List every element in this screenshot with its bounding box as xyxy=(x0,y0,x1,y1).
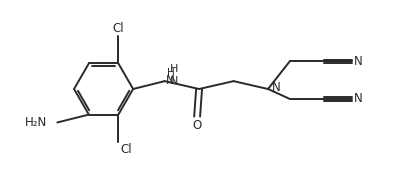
Text: H: H xyxy=(166,68,174,78)
Text: N: N xyxy=(353,92,362,105)
Text: H₂N: H₂N xyxy=(25,116,47,129)
Text: N: N xyxy=(353,55,362,68)
Text: Cl: Cl xyxy=(112,23,124,35)
Text: O: O xyxy=(192,119,201,132)
Text: N: N xyxy=(166,74,175,87)
Text: H
N: H N xyxy=(169,64,178,86)
Text: N: N xyxy=(271,81,280,94)
Text: Cl: Cl xyxy=(120,142,132,156)
